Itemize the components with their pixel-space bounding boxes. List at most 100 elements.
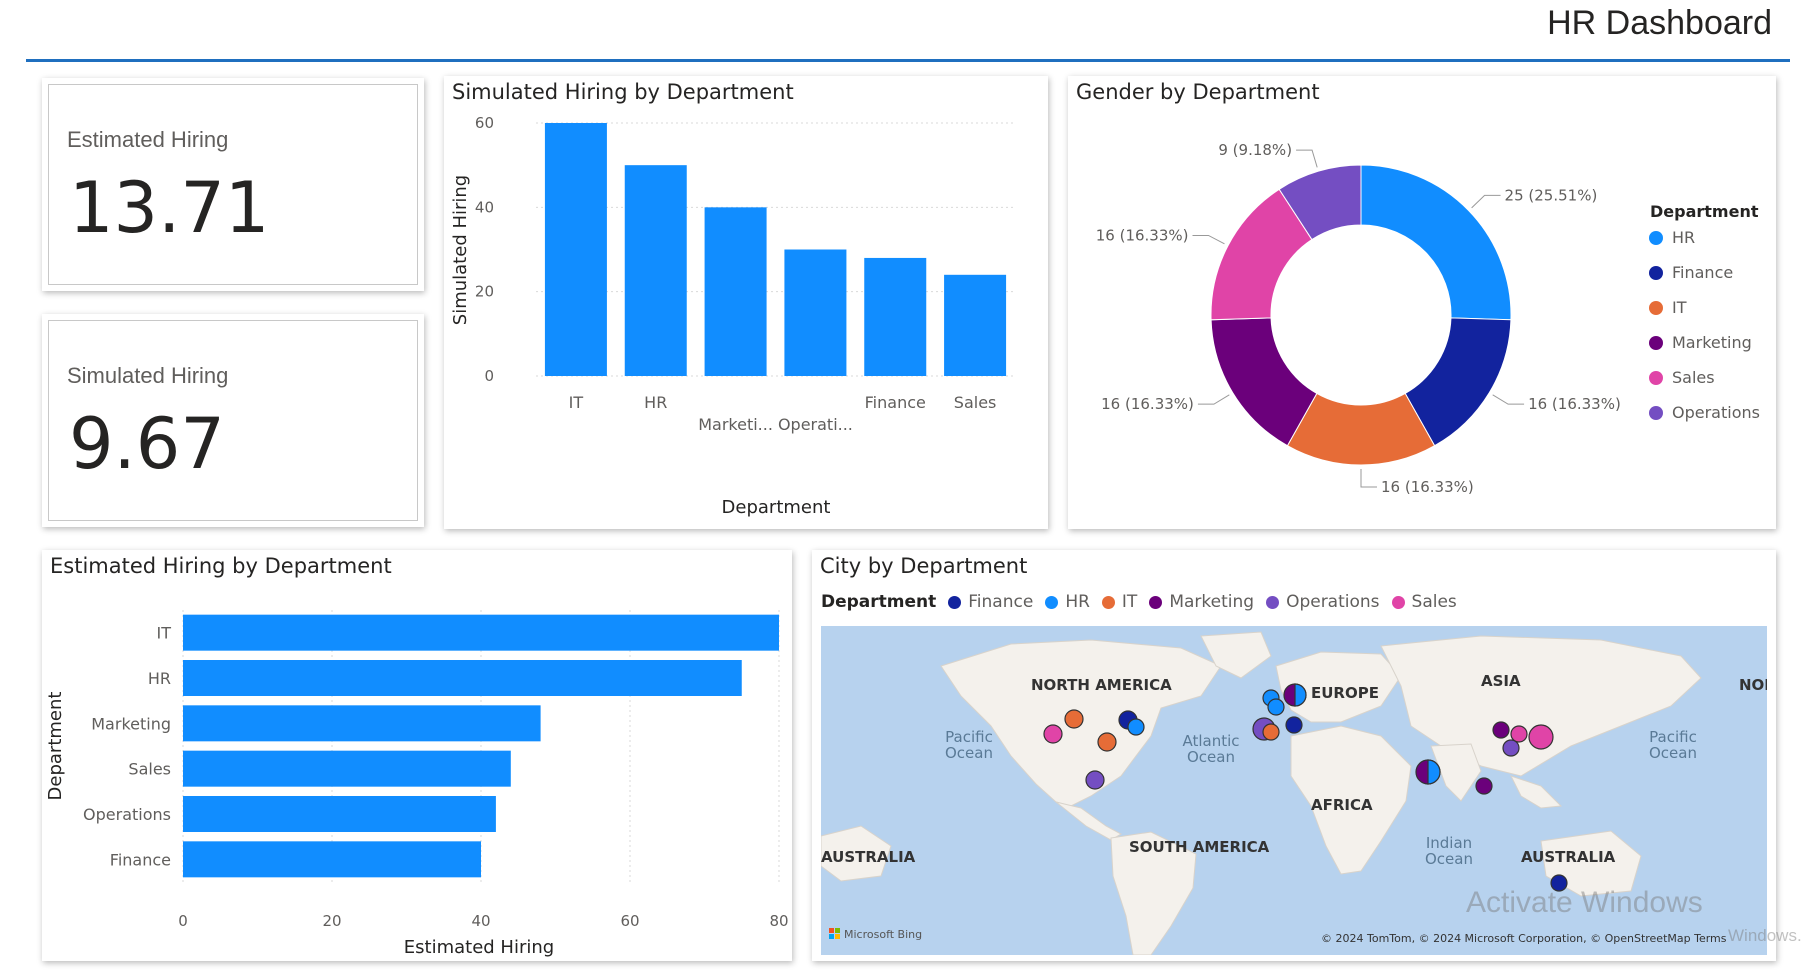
city-bubble-sales[interactable] <box>1043 724 1063 744</box>
city-bubble-finance[interactable] <box>1550 874 1568 892</box>
kpi-card-estimated[interactable]: Estimated Hiring 13.71 <box>42 78 424 291</box>
legend-dot-sales <box>1649 371 1663 385</box>
y-axis-title: Department <box>45 692 66 801</box>
world-map[interactable]: NORTH AMERICA EUROPE ASIA AFRICA SOUTH A… <box>821 626 1767 955</box>
bar-finance[interactable] <box>864 257 927 376</box>
map-ocean-labels: Pacific Ocean Atlantic Ocean Pacific Oce… <box>945 728 1697 868</box>
city-bubble-it[interactable] <box>1097 732 1117 752</box>
map-label-australia: AUSTRALIA <box>1521 848 1616 866</box>
africa-land <box>1290 725 1412 875</box>
legend-dot-finance <box>948 595 962 609</box>
legend-dot-it <box>1101 595 1115 609</box>
map-legend-item[interactable]: Marketing <box>1149 592 1254 612</box>
city-bubble-hr-half[interactable] <box>1427 759 1441 785</box>
bar-sales[interactable] <box>944 274 1007 376</box>
legend-label: IT <box>1672 298 1687 317</box>
x-tick-label: HR <box>644 393 667 412</box>
activate-windows-watermark-sub: Windows. <box>1728 926 1802 945</box>
bar-it[interactable] <box>183 614 779 651</box>
map-label-north-america: NORTH AMERICA <box>1031 676 1172 694</box>
india-land <box>1430 743 1482 802</box>
legend-title: Department <box>1650 202 1759 221</box>
bar-operati[interactable] <box>784 249 847 377</box>
bar-sales[interactable] <box>183 750 511 787</box>
city-bubble-sales[interactable] <box>1510 725 1528 743</box>
map-legend-item[interactable]: HR <box>1045 592 1090 612</box>
city-bubble-operations[interactable] <box>1502 739 1520 757</box>
bar-hr[interactable] <box>624 165 687 376</box>
map-copyright[interactable]: © 2024 TomTom, © 2024 Microsoft Corporat… <box>1321 932 1727 945</box>
kpi-label: Simulated Hiring <box>67 363 229 388</box>
map-label-asia: ASIA <box>1481 672 1521 690</box>
map-legend-item[interactable]: Operations <box>1266 592 1380 612</box>
city-bubble-hr[interactable] <box>1267 698 1285 716</box>
city-bubble-marketing[interactable] <box>1475 777 1493 795</box>
x-tick-label: 0 <box>178 912 188 930</box>
map-label-indian: Indian <box>1426 834 1472 852</box>
map-legend-item[interactable]: Finance <box>948 592 1033 612</box>
y-tick-label: 40 <box>475 198 494 216</box>
asia-land <box>1380 635 1702 777</box>
map-label-atlantic: Atlantic <box>1182 732 1239 750</box>
map-region-labels: NORTH AMERICA EUROPE ASIA AFRICA SOUTH A… <box>821 672 1767 866</box>
title-divider <box>26 59 1790 62</box>
data-label: 16 (16.33%) <box>1101 395 1194 413</box>
bing-brand-text: Microsoft Bing <box>844 928 922 941</box>
city-bubble-marketing[interactable] <box>1492 721 1510 739</box>
gender-donut-chart: 25 (25.51%) 16 (16.33%) 16 (16.33%) 16 (16.… <box>1096 141 1760 496</box>
city-bubble-hr-half[interactable] <box>1294 683 1307 707</box>
city-bubble-hr[interactable] <box>1127 718 1145 736</box>
map-label-ocean: Ocean <box>1425 850 1473 868</box>
legend-label: Operations <box>1286 592 1380 612</box>
kpi-value: 9.67 <box>69 403 225 485</box>
bar-marketi[interactable] <box>704 207 767 376</box>
map-label-ocean: Ocean <box>1187 748 1235 766</box>
legend-dot-finance <box>1649 266 1663 280</box>
city-bubble-it[interactable] <box>1262 723 1280 741</box>
x-tick-label: IT <box>569 393 584 412</box>
bar-marketing[interactable] <box>183 705 541 742</box>
x-tick-label: Sales <box>954 393 997 412</box>
bar-finance[interactable] <box>183 841 481 878</box>
donut-slice-hr[interactable] <box>1360 164 1512 321</box>
legend-label: IT <box>1121 592 1138 612</box>
x-tick-label: 60 <box>620 912 639 930</box>
data-label: 25 (25.51%) <box>1505 186 1598 204</box>
kpi-card-simulated[interactable]: Simulated Hiring 9.67 <box>42 314 424 527</box>
donut-slice-operations[interactable] <box>1278 164 1362 241</box>
simulated-hiring-chart: 0 20 40 60 IT HR Marketi... Operati... Finance Sa… <box>450 114 1015 518</box>
legend-dot-operations <box>1649 406 1663 420</box>
bar-it[interactable] <box>544 123 607 376</box>
central-america-land <box>1055 801 1123 841</box>
map-label-ocean: Ocean <box>1649 744 1697 762</box>
city-bubble-it[interactable] <box>1064 709 1084 729</box>
activate-windows-watermark: Activate Windows <box>1466 886 1703 919</box>
city-bubble-operations[interactable] <box>1085 770 1105 790</box>
y-axis-title: Simulated Hiring <box>450 175 471 325</box>
legend-label: Finance <box>1672 263 1733 282</box>
estimated-hiring-chart: 0 20 40 60 80 IT HR Marketing Sales Operations Fin… <box>45 610 789 958</box>
map-legend: Department Finance HR IT Marketing Opera… <box>821 592 1469 612</box>
data-label: 16 (16.33%) <box>1381 478 1474 496</box>
map-legend-item[interactable]: IT <box>1101 592 1138 612</box>
y-tick-label: Operations <box>83 805 171 824</box>
x-tick-label: 80 <box>769 912 788 930</box>
bar-operations[interactable] <box>183 796 496 832</box>
legend-label: Sales <box>1411 592 1457 612</box>
legend-dot-marketing <box>1649 336 1663 350</box>
leader-line <box>1192 234 1225 245</box>
legend-label: HR <box>1065 592 1090 612</box>
map-legend-item[interactable]: Sales <box>1391 592 1457 612</box>
y-tick-label: Sales <box>128 760 171 779</box>
city-bubble-finance[interactable] <box>1285 716 1303 734</box>
legend-dot-hr <box>1045 595 1059 609</box>
leader-line <box>1197 394 1230 405</box>
map-city-bubbles <box>1043 683 1568 892</box>
city-bubble-sales[interactable] <box>1528 724 1554 750</box>
x-axis-title: Department <box>722 497 831 518</box>
x-axis-title: Estimated Hiring <box>404 937 554 958</box>
legend-dot-hr <box>1649 231 1663 245</box>
bar-hr[interactable] <box>183 660 742 696</box>
legend-dot-operations <box>1266 595 1280 609</box>
visual-title: Estimated Hiring by Department <box>50 554 392 578</box>
